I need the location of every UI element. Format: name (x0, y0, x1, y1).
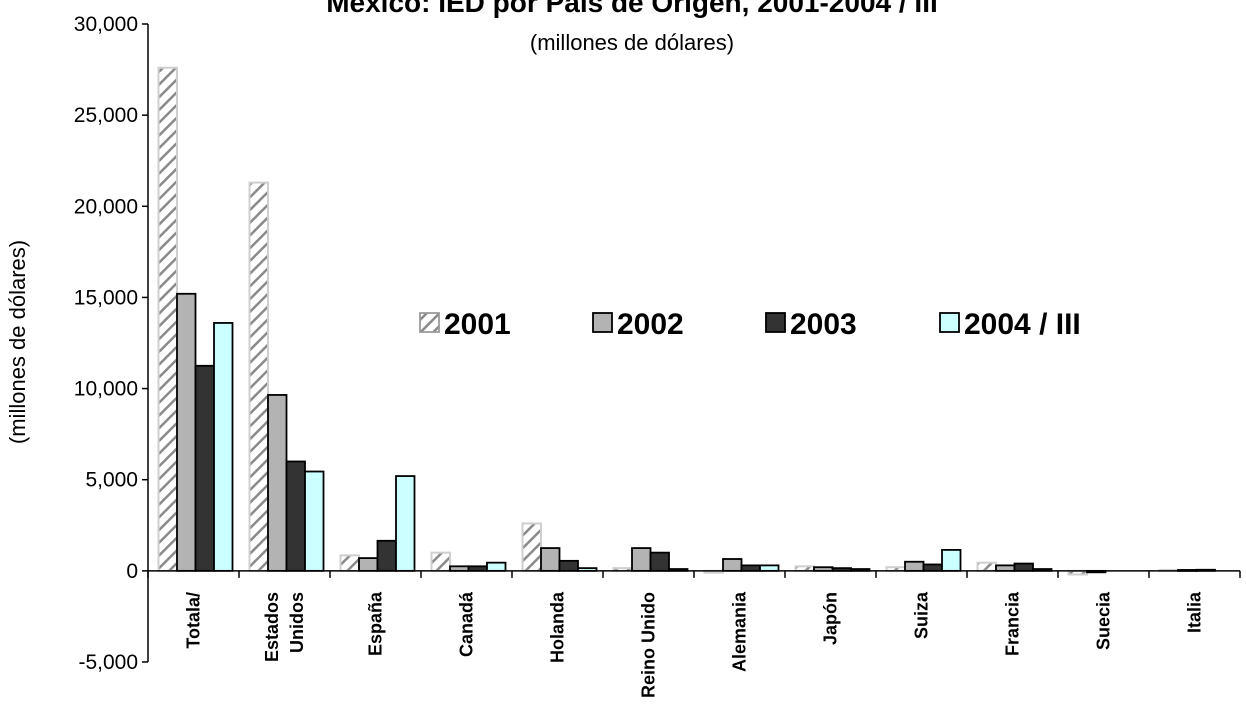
bar (486, 561, 507, 572)
x-tick-label: Reino Unido (639, 592, 659, 698)
bar (194, 364, 215, 572)
y-tick-label: 0 (126, 560, 138, 583)
bar (430, 551, 451, 572)
y-axis-label: (millones de dólares) (5, 240, 30, 444)
y-tick-label: -5,000 (78, 651, 138, 674)
x-category-labels: Totala/Estados Unidos España Canadá Holanda R… (184, 591, 1205, 698)
bar (213, 322, 234, 572)
bars-layer (157, 66, 1216, 576)
bar (540, 547, 561, 572)
legend-swatch (765, 312, 786, 333)
legend-item: 2001 (419, 308, 511, 341)
legend-label: 2004 / III (964, 308, 1081, 341)
x-tick-label: Suiza (912, 591, 932, 639)
x-tick-label: Suecia (1094, 591, 1114, 650)
bar (558, 559, 579, 572)
bar (376, 539, 397, 572)
x-tick-label: España (366, 591, 386, 656)
x-tick-label: Alemania (730, 591, 750, 672)
bar (995, 564, 1016, 572)
bar (722, 558, 743, 572)
legend-swatch (939, 312, 960, 333)
bar (248, 181, 269, 572)
y-tick-label: 25,000 (74, 104, 138, 127)
legend-label: 2002 (617, 308, 684, 341)
legend-item: 2002 (592, 308, 684, 341)
x-tick-label: Totala/ (184, 592, 204, 649)
bar (976, 561, 997, 572)
legend-swatch (419, 312, 440, 333)
x-tick-label: Holanda (548, 591, 568, 663)
bar (358, 557, 379, 572)
legend-label: 2001 (444, 308, 511, 341)
x-tick-label: Italia (1185, 591, 1205, 633)
bar (339, 554, 360, 572)
y-tick-label: 20,000 (74, 195, 138, 218)
x-tick-label: Francia (1003, 591, 1023, 656)
y-tick-label: 15,000 (74, 286, 138, 309)
y-tick-label: 10,000 (74, 378, 138, 401)
legend: 2001 2002 2003 2004 / III (419, 308, 1081, 341)
bar (176, 292, 197, 572)
x-tick-label: Canadá (457, 591, 477, 657)
bar (521, 522, 542, 572)
bar (904, 560, 925, 572)
chart-subtitle: (millones de dólares) (530, 30, 734, 55)
bar (759, 564, 780, 572)
bar (649, 551, 670, 572)
chart-title: México: IED por País de Origen, 2001-200… (326, 0, 938, 18)
bar (631, 547, 652, 572)
y-tick-label: 30,000 (74, 13, 138, 36)
bar (922, 563, 943, 572)
x-tick-label: Japón (821, 592, 841, 645)
bar (740, 564, 761, 572)
x-tick-label: Estados Unidos (262, 592, 307, 662)
bar (1013, 562, 1034, 572)
legend-item: 2004 / III (939, 308, 1081, 341)
legend-swatch (592, 312, 613, 333)
bar (941, 548, 962, 572)
legend-item: 2003 (765, 308, 857, 341)
bar (395, 475, 416, 572)
y-tick-label: 5,000 (85, 469, 138, 492)
bar (157, 66, 178, 572)
legend-label: 2003 (790, 308, 857, 341)
bar (285, 460, 306, 572)
axes-layer: -5,000 0 5,000 10,000 15,000 20,000 25,000 30,0… (74, 13, 1241, 674)
bar (304, 470, 325, 572)
bar (267, 394, 288, 572)
